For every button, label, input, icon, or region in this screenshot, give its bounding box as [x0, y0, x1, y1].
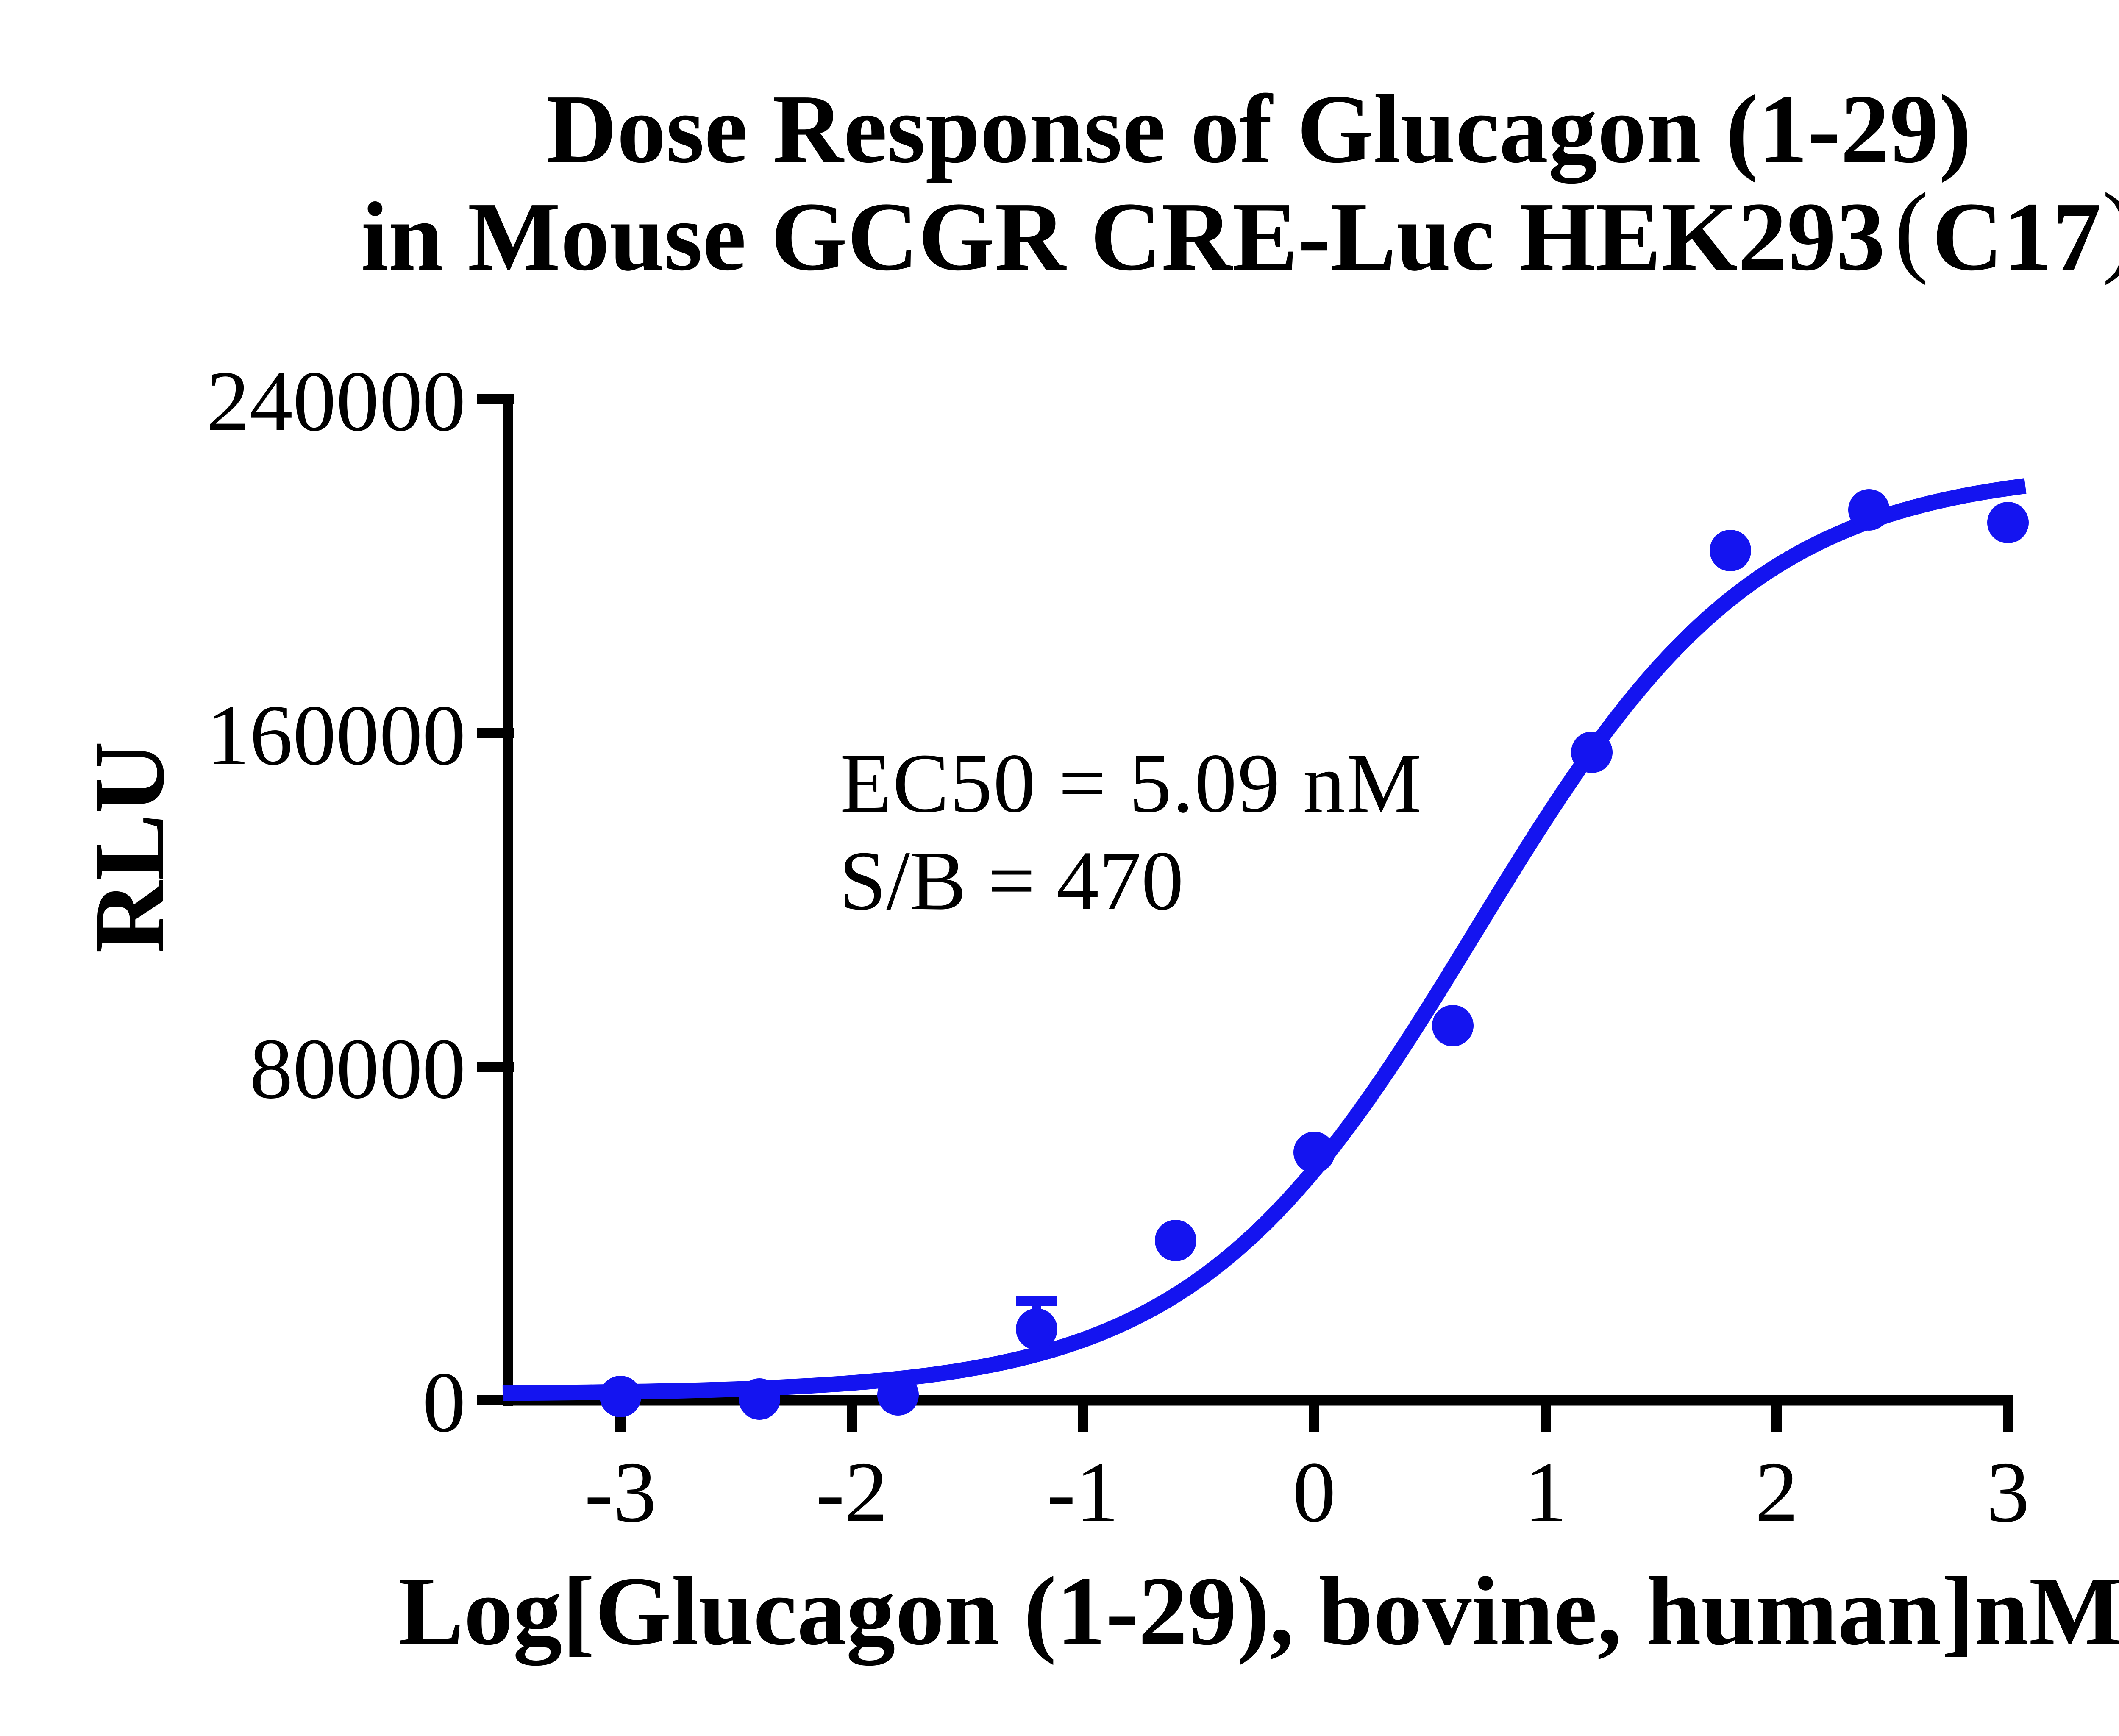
svg-text:0: 0 [1293, 1444, 1336, 1540]
svg-text:RLU: RLU [74, 741, 185, 953]
svg-text:-1: -1 [1047, 1444, 1119, 1540]
svg-text:240000: 240000 [206, 353, 466, 449]
svg-text:160000: 160000 [206, 687, 466, 783]
svg-text:S/B = 470: S/B = 470 [839, 834, 1184, 928]
svg-text:2: 2 [1755, 1444, 1798, 1540]
svg-text:0: 0 [423, 1355, 466, 1450]
svg-text:in Mouse GCGR CRE-Luc HEK293(C: in Mouse GCGR CRE-Luc HEK293(C17) [361, 172, 2119, 291]
svg-text:1: 1 [1524, 1444, 1567, 1540]
svg-text:-3: -3 [584, 1444, 656, 1540]
svg-text:EC50 = 5.09 nM: EC50 = 5.09 nM [840, 737, 1422, 830]
svg-text:-2: -2 [816, 1444, 888, 1540]
svg-text:Dose Response of Glucagon (1-2: Dose Response of Glucagon (1-29) [546, 75, 1972, 184]
svg-text:80000: 80000 [250, 1021, 466, 1117]
svg-text:Log[Glucagon (1-29), bovine, h: Log[Glucagon (1-29), bovine, human]nM [398, 1557, 2119, 1666]
svg-text:3: 3 [1986, 1444, 2030, 1540]
